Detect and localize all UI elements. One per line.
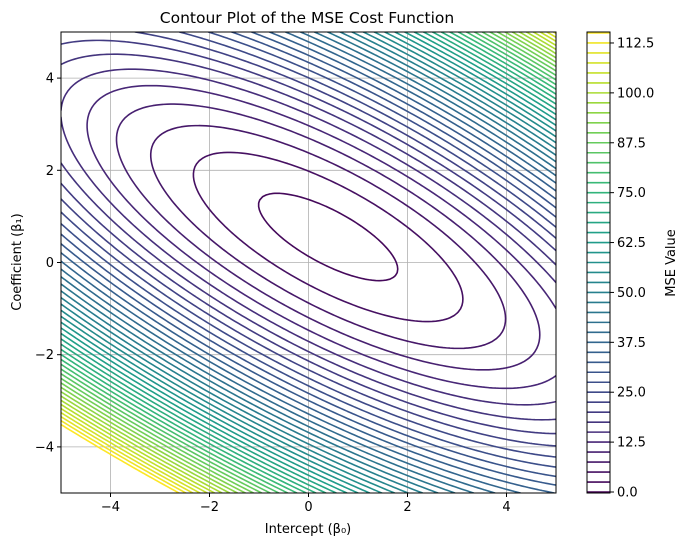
x-axis-label: Intercept (β₀) xyxy=(265,522,352,537)
colorbar-tick-label: 25.0 xyxy=(617,386,646,401)
contour-level-107.5 xyxy=(61,32,556,493)
contour-level-112.5 xyxy=(61,419,187,493)
colorbar-tick-label: 112.5 xyxy=(617,36,654,51)
colorbar-tick-label: 87.5 xyxy=(617,136,646,151)
contour-level-82.5 xyxy=(61,32,556,493)
contour-level-77.5 xyxy=(61,32,556,493)
contour-level-10 xyxy=(115,103,541,371)
contour-level-67.5 xyxy=(61,32,556,493)
contour-level-105 xyxy=(61,32,556,493)
contour-level-80 xyxy=(61,32,556,493)
colorbar-tick-label: 62.5 xyxy=(617,236,646,251)
contour-level-90 xyxy=(61,32,556,493)
contour-level-100 xyxy=(61,32,556,493)
y-tick-label: 0 xyxy=(46,256,54,271)
contour-level-87.5 xyxy=(61,32,556,493)
contour-level-27.5 xyxy=(61,32,556,468)
contour-level-22.5 xyxy=(61,32,556,447)
contour-level-5 xyxy=(192,151,464,323)
contour-level-72.5 xyxy=(61,32,556,493)
x-axis-ticks: −4 −2 0 2 4 xyxy=(101,493,511,515)
y-tick-label: −4 xyxy=(35,440,54,455)
contour-level-37.5 xyxy=(61,32,556,493)
contour-level-2.5 xyxy=(257,192,399,282)
x-tick-label: −4 xyxy=(101,500,120,515)
y-tick-label: 4 xyxy=(46,72,54,87)
contour-level-12.5 xyxy=(86,84,556,390)
contour-level-97.5 xyxy=(61,32,556,493)
colorbar xyxy=(587,32,610,493)
contour-level-42.5 xyxy=(61,32,556,493)
contour-level-47.5 xyxy=(61,32,556,493)
contour-level-40 xyxy=(61,32,556,493)
x-tick-label: 0 xyxy=(304,500,312,515)
contour-level-55 xyxy=(61,32,556,493)
colorbar-frame xyxy=(586,31,611,494)
contour-level-110 xyxy=(61,32,556,493)
contour-level-95 xyxy=(61,32,556,493)
contour-level-57.5 xyxy=(61,32,556,493)
contour-level-70 xyxy=(61,32,556,493)
colorbar-tick-label: 0.0 xyxy=(617,486,638,501)
contour-lines xyxy=(61,32,556,493)
contour-level-85 xyxy=(61,32,556,493)
y-tick-label: 2 xyxy=(46,164,54,179)
contour-level-102.5 xyxy=(61,32,556,493)
contour-level-17.5 xyxy=(61,53,556,421)
y-axis-ticks: −4 −2 0 2 4 xyxy=(35,72,61,455)
contour-level-60 xyxy=(61,32,556,493)
colorbar-ticks: 0.0 12.5 25.0 37.5 50.0 62.5 75.0 87.5 100.0 112.… xyxy=(610,36,654,501)
contour-level-25 xyxy=(61,32,556,458)
contour-level-7.5 xyxy=(149,124,507,350)
contour-level-115 xyxy=(61,423,180,493)
contour-level-75 xyxy=(61,32,556,493)
y-tick-label: −2 xyxy=(35,348,54,363)
contour-level-32.5 xyxy=(61,32,556,486)
contour-level-65 xyxy=(61,32,556,493)
x-tick-label: −2 xyxy=(200,500,219,515)
chart-title: Contour Plot of the MSE Cost Function xyxy=(160,9,454,27)
colorbar-tick-label: 37.5 xyxy=(617,336,646,351)
contour-level-30 xyxy=(61,32,556,478)
y-axis-label: Coefficient (β₁) xyxy=(10,213,25,310)
colorbar-tick-label: 100.0 xyxy=(617,86,654,101)
colorbar-tick-label: 50.0 xyxy=(617,286,646,301)
colorbar-label: MSE Value xyxy=(664,229,679,297)
colorbar-tick-label: 12.5 xyxy=(617,436,646,451)
contour-level-62.5 xyxy=(61,32,556,493)
contour-level-52.5 xyxy=(61,32,556,493)
contour-level-20 xyxy=(61,39,556,435)
colorbar-tick-label: 75.0 xyxy=(617,186,646,201)
contour-level-35 xyxy=(61,32,556,493)
contour-level-50 xyxy=(61,32,556,493)
x-tick-label: 2 xyxy=(403,500,411,515)
contour-level-45 xyxy=(61,32,556,493)
x-tick-label: 4 xyxy=(502,500,510,515)
